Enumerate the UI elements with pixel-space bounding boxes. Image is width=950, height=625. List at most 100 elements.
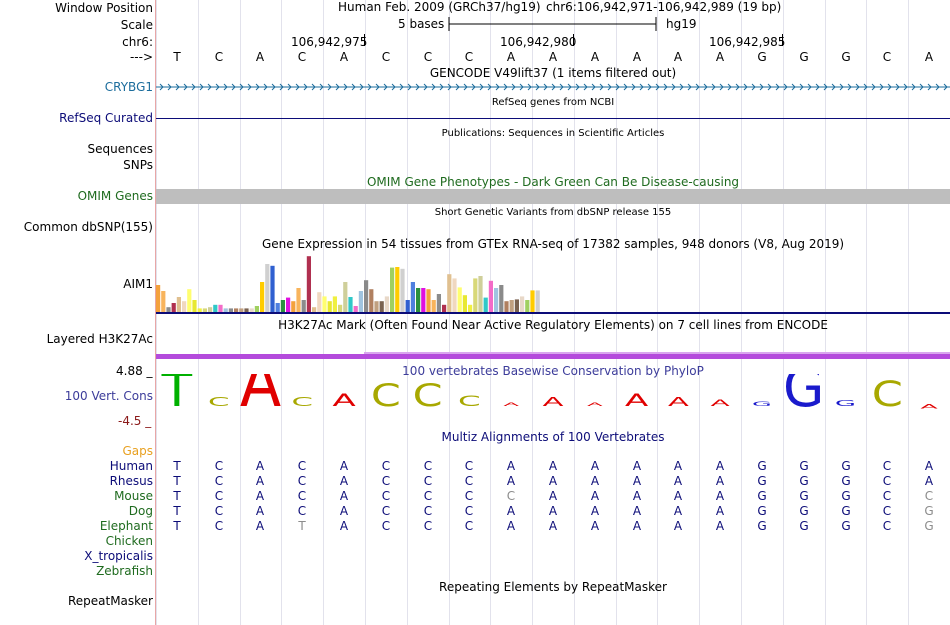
gtex-tissue-bar [171, 303, 176, 312]
sequences-label[interactable]: Sequences [87, 142, 153, 156]
aligned-base: C [882, 489, 892, 503]
sequence-base: C [297, 50, 307, 64]
gtex-tissue-bar [488, 280, 493, 312]
omim-feature-bar[interactable] [156, 189, 950, 204]
aligned-base: G [799, 459, 809, 473]
gtex-expression-chart[interactable] [156, 252, 950, 316]
aligned-base: C [882, 504, 892, 518]
gtex-tissue-bar [275, 303, 280, 312]
phylop-min-label: -4.5 _ [118, 414, 152, 428]
strand-chevron-icon [791, 83, 796, 91]
gtex-tissue-bar [462, 295, 467, 312]
sequence-base: G [841, 50, 851, 64]
gtex-gene-label[interactable]: AIM1 [123, 277, 153, 291]
aligned-base: G [757, 504, 767, 518]
snps-label[interactable]: SNPs [123, 158, 153, 172]
aligned-base: C [297, 489, 307, 503]
phylop-max-label: 4.88 _ [116, 364, 153, 378]
strand-chevron-icon [423, 83, 428, 91]
aligned-base: G [841, 474, 851, 488]
strand-chevron-icon [855, 83, 860, 91]
strand-chevron-icon [343, 83, 348, 91]
aligned-base: C [882, 519, 892, 533]
species-label[interactable]: Mouse [114, 489, 153, 503]
aligned-base: A [715, 459, 725, 473]
repeatmasker-label[interactable]: RepeatMasker [67, 594, 153, 608]
species-label[interactable]: Dog [128, 504, 153, 518]
aligned-base: C [297, 504, 307, 518]
phylop-label[interactable]: 100 Vert. Cons [64, 389, 153, 403]
scale-db: hg19 [666, 17, 697, 31]
tick-mark [573, 34, 574, 46]
strand-chevron-icon [671, 83, 676, 91]
refseq-gene-feature[interactable] [156, 118, 950, 119]
species-label[interactable]: X_tropicalis [84, 549, 153, 563]
gtex-tissue-bar [197, 308, 202, 312]
species-label[interactable]: Chicken [105, 534, 153, 548]
aligned-base: A [255, 474, 265, 488]
gencode-gene-feature[interactable] [156, 81, 950, 93]
strand-chevron-icon [439, 83, 444, 91]
strand-chevron-icon [367, 83, 372, 91]
h3k27ac-track-title[interactable]: H3K27Ac Mark (Often Found Near Active Re… [278, 318, 828, 332]
multiz-track-title[interactable]: Multiz Alignments of 100 Vertebrates [441, 430, 665, 444]
gtex-tissue-bar [442, 304, 447, 312]
aligned-base: A [632, 459, 642, 473]
gtex-tissue-bar [223, 308, 228, 312]
phylop-base-glyph: A [587, 402, 604, 407]
omim-track-title[interactable]: OMIM Gene Phenotypes - Dark Green Can Be… [366, 175, 740, 189]
publications-track-title[interactable]: Publications: Sequences in Scientific Ar… [441, 128, 665, 139]
aligned-base: A [590, 489, 600, 503]
gencode-gene-label[interactable]: CRYBG1 [104, 80, 153, 94]
aligned-base: C [464, 519, 474, 533]
strand-chevron-icon [879, 83, 884, 91]
dbsnp-label[interactable]: Common dbSNP(155) [23, 220, 153, 234]
aligned-base: A [548, 474, 558, 488]
strand-chevron-icon [327, 83, 332, 91]
strand-chevron-icon [887, 83, 892, 91]
aligned-base: A [673, 504, 683, 518]
gtex-tissue-bar [514, 299, 519, 312]
gtex-tissue-bar [348, 297, 353, 312]
aligned-base: T [173, 459, 181, 473]
aligned-base: C [381, 489, 391, 503]
phylop-base-glyph: T [161, 374, 193, 414]
strand-chevron-icon [767, 83, 772, 91]
gtex-tissue-bar [192, 300, 197, 312]
gtex-tissue-bar [332, 296, 337, 312]
aligned-base: C [381, 504, 391, 518]
strand-chevron-icon [679, 83, 684, 91]
gtex-tissue-bar [457, 287, 462, 312]
gtex-tissue-bar [234, 308, 239, 312]
species-label[interactable]: Elephant [99, 519, 153, 533]
omim-label[interactable]: OMIM Genes [77, 189, 153, 203]
strand-chevron-icon [351, 83, 356, 91]
repeat-track-title[interactable]: Repeating Elements by RepeatMasker [439, 580, 667, 594]
sequence-base: C [882, 50, 892, 64]
aligned-base: A [924, 474, 934, 488]
species-label[interactable]: Rhesus [109, 474, 153, 488]
refseq-label[interactable]: RefSeq Curated [59, 111, 153, 125]
dbsnp-track-title[interactable]: Short Genetic Variants from dbSNP releas… [434, 207, 672, 218]
strand-chevron-icon [407, 83, 412, 91]
gtex-tissue-bar [520, 296, 525, 312]
gtex-track-title[interactable]: Gene Expression in 54 tissues from GTEx … [261, 237, 845, 251]
refseq-track-title[interactable]: RefSeq genes from NCBI [491, 97, 615, 108]
gtex-tissue-bar [374, 301, 379, 312]
scale-text: 5 bases [398, 17, 445, 31]
phylop-base-glyph: A [920, 403, 938, 410]
sequence-base: C [423, 50, 433, 64]
gtex-tissue-bar [499, 285, 504, 312]
phylop-base-glyph: C [208, 395, 229, 409]
gtex-tissue-bar [202, 308, 207, 312]
species-label[interactable]: Human [109, 459, 153, 473]
species-label[interactable]: Zebrafish [96, 564, 153, 578]
strand-chevron-icon [263, 83, 268, 91]
gencode-track-title[interactable]: GENCODE V49lift37 (1 items filtered out) [429, 66, 677, 80]
strand-chevron-icon [535, 83, 540, 91]
h3k27ac-signal[interactable] [156, 354, 950, 359]
h3k27ac-label[interactable]: Layered H3K27Ac [46, 332, 153, 346]
phylop-track-title[interactable]: 100 vertebrates Basewise Conservation by… [402, 364, 704, 378]
gaps-label[interactable]: Gaps [122, 444, 153, 458]
